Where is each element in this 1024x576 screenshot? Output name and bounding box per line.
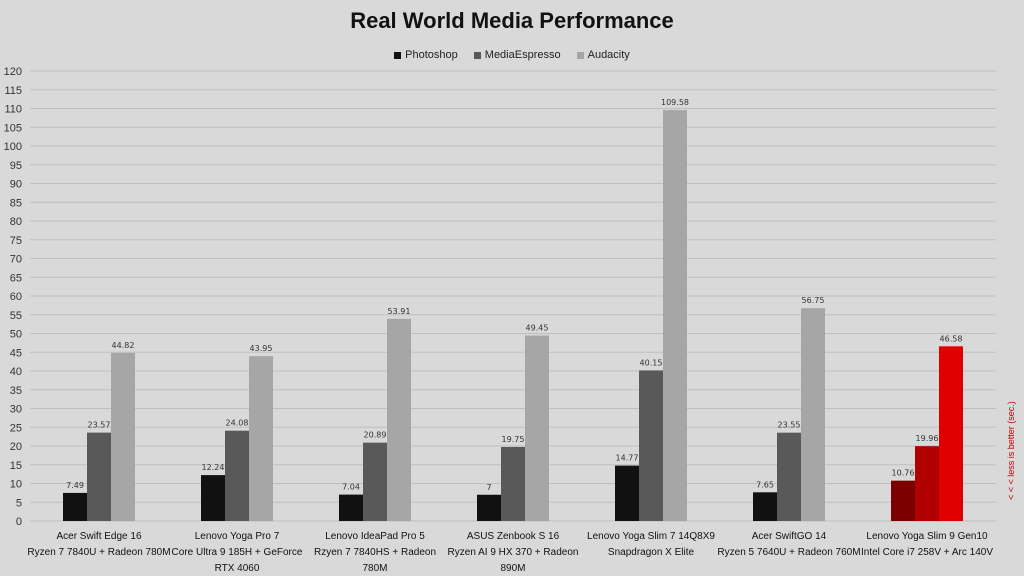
data-label: 14.77 bbox=[616, 454, 639, 463]
legend-swatch-photoshop bbox=[394, 51, 402, 59]
x-category-label: Core Ultra 9 185H + GeForce bbox=[172, 547, 303, 558]
bar-mediaespresso bbox=[501, 446, 525, 521]
y-tick-label: 85 bbox=[10, 197, 22, 209]
x-category-label: ASUS Zenbook S 16 bbox=[467, 531, 560, 542]
x-category-label: Lenovo Yoga Pro 7 bbox=[195, 531, 280, 542]
bar-photoshop bbox=[615, 465, 639, 521]
bar-mediaespresso bbox=[225, 430, 249, 521]
y-tick-label: 50 bbox=[10, 329, 22, 341]
x-category-label: Rzyen 7 7840HS + Radeon bbox=[314, 547, 436, 558]
data-label: 53.91 bbox=[388, 307, 411, 316]
y-tick-label: 60 bbox=[10, 291, 22, 303]
bar-audacity bbox=[525, 335, 549, 521]
bar-audacity bbox=[663, 110, 687, 521]
bar-audacity bbox=[387, 318, 411, 521]
x-category-label: Ryzen 7 7840U + Radeon 780M bbox=[27, 547, 170, 558]
y-tick-label: 115 bbox=[4, 85, 22, 97]
x-category-label: Acer Swift Edge 16 bbox=[56, 531, 141, 542]
data-label: 20.89 bbox=[364, 431, 387, 440]
bar-audacity bbox=[249, 356, 273, 521]
y-tick-label: 5 bbox=[16, 497, 22, 509]
data-label: 49.45 bbox=[526, 324, 549, 333]
y-tick-label: 35 bbox=[10, 385, 22, 397]
legend-label-mediaespresso: MediaEspresso bbox=[484, 49, 561, 61]
x-category-label: Lenovo Yoga Slim 9 Gen10 bbox=[866, 531, 988, 542]
x-category-label: Lenovo IdeaPad Pro 5 bbox=[325, 531, 425, 542]
less-is-better-note: < < < less is better (sec.) bbox=[1006, 401, 1016, 500]
x-category-label: Lenovo Yoga Slim 7 14Q8X9 bbox=[587, 531, 715, 542]
data-label: 44.82 bbox=[112, 341, 135, 350]
y-tick-label: 10 bbox=[10, 479, 22, 491]
bar-mediaespresso bbox=[87, 432, 111, 521]
bar-photoshop bbox=[339, 494, 363, 521]
data-label: 7.49 bbox=[66, 481, 84, 490]
legend-label-photoshop: Photoshop bbox=[405, 49, 458, 61]
data-label: 7.04 bbox=[342, 483, 360, 492]
x-category-label: Ryzen AI 9 HX 370 + Radeon bbox=[448, 547, 579, 558]
data-label: 7 bbox=[486, 483, 491, 492]
x-category-label: 780M bbox=[362, 563, 387, 574]
bar-audacity bbox=[801, 308, 825, 521]
bar-mediaespresso bbox=[363, 442, 387, 521]
data-label: 23.57 bbox=[88, 421, 111, 430]
y-tick-label: 100 bbox=[4, 141, 22, 153]
bar-photoshop bbox=[753, 492, 777, 521]
y-tick-label: 70 bbox=[10, 254, 22, 266]
bar-photoshop bbox=[891, 480, 915, 521]
legend-label-audacity: Audacity bbox=[587, 49, 630, 61]
bar-audacity bbox=[939, 346, 963, 521]
y-tick-label: 90 bbox=[10, 179, 22, 191]
x-category-label: RTX 4060 bbox=[215, 563, 260, 574]
y-tick-label: 75 bbox=[10, 235, 22, 247]
legend-item-photoshop: Photoshop bbox=[394, 49, 458, 61]
y-tick-label: 45 bbox=[10, 347, 22, 359]
x-category-label: Intel Core i7 258V + Arc 140V bbox=[861, 547, 993, 558]
data-label: 23.55 bbox=[778, 421, 801, 430]
x-category-label: Acer SwiftGO 14 bbox=[752, 531, 827, 542]
bar-audacity bbox=[111, 352, 135, 521]
data-label: 19.96 bbox=[916, 434, 939, 443]
y-tick-label: 0 bbox=[16, 516, 22, 528]
y-tick-label: 15 bbox=[10, 460, 22, 472]
bar-mediaespresso bbox=[777, 432, 801, 521]
legend: Photoshop MediaEspresso Audacity bbox=[0, 49, 1024, 61]
data-label: 43.95 bbox=[250, 344, 273, 353]
y-tick-label: 20 bbox=[10, 441, 22, 453]
legend-item-audacity: Audacity bbox=[576, 49, 630, 61]
bar-mediaespresso bbox=[639, 370, 663, 521]
bar-photoshop bbox=[201, 475, 225, 521]
y-tick-label: 40 bbox=[10, 366, 22, 378]
x-category-label: 890M bbox=[500, 563, 525, 574]
bar-mediaespresso bbox=[915, 446, 939, 521]
data-label: 12.24 bbox=[202, 463, 225, 472]
y-tick-label: 105 bbox=[4, 122, 22, 134]
legend-item-mediaespresso: MediaEspresso bbox=[473, 49, 561, 61]
data-label: 56.75 bbox=[802, 296, 825, 305]
data-label: 10.76 bbox=[892, 469, 915, 478]
data-label: 7.65 bbox=[756, 480, 774, 489]
data-label: 19.75 bbox=[502, 435, 525, 444]
y-tick-label: 80 bbox=[10, 216, 22, 228]
data-label: 109.58 bbox=[661, 98, 689, 107]
legend-swatch-mediaespresso bbox=[473, 51, 481, 59]
y-tick-label: 25 bbox=[10, 422, 22, 434]
x-category-label: Snapdragon X Elite bbox=[608, 547, 695, 558]
y-tick-label: 110 bbox=[4, 104, 22, 116]
bar-photoshop bbox=[63, 492, 87, 521]
data-label: 40.15 bbox=[640, 358, 663, 367]
data-label: 46.58 bbox=[940, 334, 963, 343]
y-tick-label: 65 bbox=[10, 272, 22, 284]
bar-photoshop bbox=[477, 494, 501, 521]
y-tick-label: 120 bbox=[4, 66, 22, 78]
chart-title: Real World Media Performance bbox=[350, 8, 674, 33]
y-tick-label: 30 bbox=[10, 404, 22, 416]
legend-swatch-audacity bbox=[576, 51, 584, 59]
y-tick-label: 55 bbox=[10, 310, 22, 322]
x-category-label: Ryzen 5 7640U + Radeon 760M bbox=[717, 547, 860, 558]
data-label: 24.08 bbox=[226, 419, 249, 428]
y-tick-label: 95 bbox=[10, 160, 22, 172]
